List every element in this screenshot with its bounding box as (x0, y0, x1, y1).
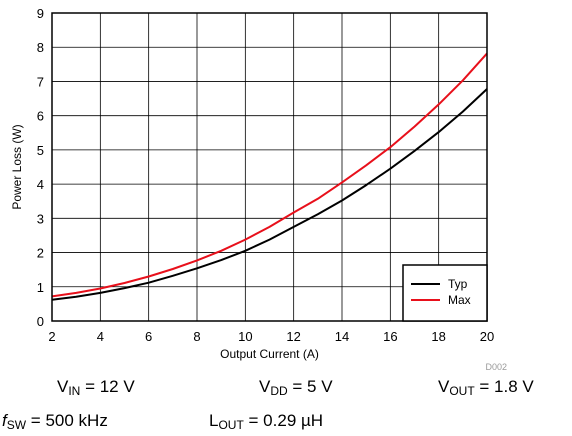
x-tick-label: 2 (48, 329, 55, 344)
condition-lout-symbol: L (209, 411, 219, 430)
legend-label-typ: Typ (448, 277, 468, 291)
y-tick-label: 7 (37, 74, 44, 89)
condition-vout-value: = 1.8 V (474, 377, 534, 396)
series-typ-line (51, 88, 488, 301)
condition-vdd: VDD = 5 V (259, 377, 333, 401)
figure-id: D002 (485, 362, 507, 372)
condition-fsw-value: = 500 kHz (26, 411, 108, 430)
legend-box (402, 264, 488, 322)
condition-lout-value: = 0.29 µH (243, 411, 324, 430)
condition-fsw: fSW = 500 kHz (2, 411, 108, 435)
y-tick-label: 8 (37, 40, 44, 55)
x-tick-label: 4 (97, 329, 104, 344)
x-tick-label: 6 (145, 329, 152, 344)
legend-label-max: Max (448, 293, 471, 307)
y-tick-label: 0 (37, 314, 44, 329)
y-tick-label: 9 (37, 6, 44, 21)
condition-vout-symbol: V (438, 377, 450, 396)
condition-vdd-value: = 5 V (287, 377, 333, 396)
y-tick-label: 6 (37, 109, 44, 124)
curves (51, 52, 488, 301)
condition-vdd-subscript: DD (270, 384, 288, 398)
condition-lout-subscript: OUT (218, 418, 244, 432)
y-axis-label: Power Loss (W) (10, 124, 24, 209)
series-max-line (51, 52, 488, 298)
legend: Typ Max (402, 264, 488, 322)
condition-vin-subscript: IN (68, 384, 81, 398)
y-tick-label: 2 (37, 246, 44, 261)
condition-fsw-subscript: SW (6, 418, 27, 432)
x-tick-label: 14 (335, 329, 349, 344)
x-tick-label: 8 (193, 329, 200, 344)
condition-vin-value: = 12 V (80, 377, 135, 396)
x-tick-label: 18 (431, 329, 445, 344)
plot-frame (51, 12, 488, 322)
y-tick-label: 4 (37, 177, 44, 192)
condition-vdd-symbol: V (259, 377, 271, 396)
x-tick-label: 20 (480, 329, 494, 344)
x-axis-label: Output Current (A) (220, 347, 319, 361)
y-tick-label: 1 (37, 280, 44, 295)
condition-fsw-symbol: f (2, 411, 7, 430)
condition-vin: VIN = 12 V (57, 377, 135, 401)
x-tick-label: 12 (286, 329, 300, 344)
condition-vout: VOUT = 1.8 V (438, 377, 534, 401)
x-tick-label: 16 (383, 329, 397, 344)
y-tick-label: 3 (37, 211, 44, 226)
y-tick-label: 5 (37, 143, 44, 158)
x-tick-label: 10 (238, 329, 252, 344)
x-axis-ticks: 2 4 6 8 10 12 14 16 18 20 (48, 329, 494, 344)
condition-vin-symbol: V (57, 377, 69, 396)
condition-lout: LOUT = 0.29 µH (209, 411, 323, 435)
condition-vout-subscript: OUT (449, 384, 475, 398)
y-axis-ticks: 0 1 2 3 4 5 6 7 8 9 (37, 6, 44, 329)
